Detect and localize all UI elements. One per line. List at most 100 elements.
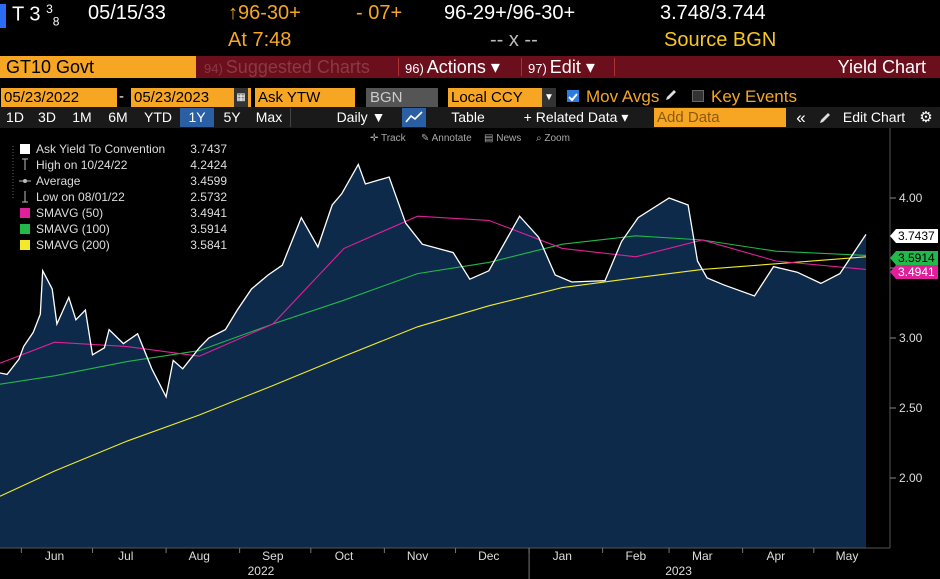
legend-label: SMAVG (200)	[36, 238, 110, 252]
yield-chart[interactable]: 4.003.503.002.502.00JunJulAugSepOctNovDe…	[0, 128, 940, 579]
source-input[interactable]: BGN	[366, 88, 438, 107]
axes: 4.003.503.002.502.00JunJulAugSepOctNovDe…	[0, 128, 923, 579]
x-tick-label: Mar	[692, 549, 713, 563]
pencil-icon[interactable]	[664, 88, 678, 107]
legend-label: Ask Yield To Convention	[36, 142, 165, 156]
volume-dashes: -- x --	[490, 29, 538, 51]
fbar-separator	[398, 58, 399, 76]
legend-swatch	[20, 144, 30, 154]
x-tick-label: Feb	[626, 549, 647, 563]
legend-swatch	[20, 224, 30, 234]
annotate-tool[interactable]: ✎ Annotate	[421, 133, 472, 144]
toolbar-separator	[290, 108, 291, 127]
track-tool[interactable]: ✛ Track	[370, 133, 407, 144]
edit-menu[interactable]: 97) Edit ▾	[528, 56, 595, 78]
legend-value: 2.5732	[190, 190, 227, 204]
pricing-source: Source BGN	[664, 29, 777, 51]
y-tick-label: 3.00	[899, 331, 923, 345]
news-tool[interactable]: ▤ News	[484, 133, 521, 144]
x-tick-label: Dec	[478, 549, 499, 563]
chart-legend: Ask Yield To Convention 3.7437 High on 10/…	[8, 140, 234, 254]
related-data-menu[interactable]: + Related Data ▾	[523, 109, 629, 125]
x-tick-label: Jul	[118, 549, 133, 563]
x-tick-label: Oct	[335, 549, 354, 563]
key-events-checkbox[interactable]	[692, 90, 704, 102]
legend-label: Low on 08/01/22	[36, 190, 125, 204]
range-button-max[interactable]: Max	[255, 109, 283, 125]
chevron-down-icon[interactable]: ▼	[542, 88, 556, 107]
add-data-input[interactable]: Add Data	[654, 108, 786, 127]
line-chart-icon[interactable]	[402, 108, 426, 127]
fbar-separator	[521, 58, 522, 76]
currency-select[interactable]: Local CCY	[448, 88, 556, 107]
last-value-tag	[890, 265, 938, 279]
legend-swatch	[20, 208, 30, 218]
frequency-select[interactable]: Daily ▼	[336, 109, 386, 125]
last-value-text: 3.7437	[898, 229, 935, 243]
series-lines	[0, 162, 867, 497]
legend-value: 3.5841	[190, 238, 227, 252]
yield-area	[0, 164, 866, 548]
x-tick-label: Apr	[766, 549, 785, 563]
range-button-5y[interactable]: 5Y	[223, 109, 241, 125]
y-tick-label: 2.00	[899, 471, 923, 485]
last-value-text: 3.4941	[898, 265, 935, 279]
legend-value: 3.7437	[190, 142, 227, 156]
security-name: T 3 38	[12, 2, 59, 29]
edit-chart-button[interactable]: Edit Chart	[842, 109, 906, 125]
series-line-ask-yield-to-convention	[0, 162, 867, 399]
suggested-label: Suggested Charts	[225, 57, 370, 77]
function-title: Yield Chart	[837, 57, 926, 77]
quote-time: At 7:48	[228, 29, 292, 51]
range-button-1y[interactable]: 1Y	[180, 108, 214, 127]
range-button-6m[interactable]: 6M	[108, 109, 128, 125]
actions-menu[interactable]: 96) Actions ▾	[405, 56, 500, 78]
x-tick-label: May	[836, 549, 859, 563]
x-tick-label: Jun	[45, 549, 64, 563]
security-ticker: T 3	[12, 3, 41, 26]
maturity-date: 05/15/33	[88, 2, 166, 24]
security-input[interactable]: GT10 Govt	[0, 56, 196, 78]
edit-num: 97)	[528, 61, 547, 76]
legend-value: 3.4941	[190, 206, 227, 220]
gear-icon[interactable]: ⚙	[919, 109, 933, 126]
check-icon	[568, 93, 578, 102]
suggested-num: 94)	[204, 61, 223, 76]
end-date-input[interactable]: 05/23/2023	[131, 88, 251, 107]
price-change: - 07+	[356, 2, 403, 24]
x-tick-label: Sep	[262, 549, 284, 563]
actions-label: Actions ▾	[426, 57, 500, 77]
legend-value: 4.2424	[190, 158, 227, 172]
mov-avgs-checkbox[interactable]	[567, 90, 579, 102]
zoom-tool[interactable]: ⌕ Zoom	[536, 133, 570, 144]
last-value-tag	[890, 229, 938, 243]
last-value-tag	[890, 251, 938, 265]
last-price: ↑96-30+	[228, 2, 301, 24]
start-date-input[interactable]: 05/23/2022	[1, 88, 117, 107]
function-bar	[0, 56, 940, 78]
legend-label: SMAVG (100)	[36, 222, 110, 236]
chart-tools: ✛ Track ✎ Annotate ▤ News ⌕ Zoom	[370, 133, 570, 144]
collapse-button[interactable]: «	[796, 108, 806, 127]
calendar-icon[interactable]: ▦	[234, 88, 248, 107]
table-button[interactable]: Table	[451, 109, 485, 125]
date-range-dash: -	[119, 88, 124, 105]
pencil-icon	[818, 108, 832, 127]
legend-label: SMAVG (50)	[36, 206, 103, 220]
range-button-1d[interactable]: 1D	[6, 109, 24, 125]
legend-box	[8, 140, 234, 254]
coupon-numerator: 3	[46, 2, 53, 16]
last-value-text: 3.5914	[898, 251, 935, 265]
average-dot	[23, 179, 27, 183]
yield-area-fill	[0, 164, 866, 548]
controls-row: 05/23/2022 - 05/23/2023 ▦ Ask YTW BGN Lo…	[0, 86, 940, 107]
field-select[interactable]: Ask YTW	[255, 88, 355, 107]
legend-value: 3.5914	[190, 222, 227, 236]
range-button-3d[interactable]: 3D	[38, 109, 56, 125]
series-line-smavg-50-	[0, 215, 867, 364]
security-accent-bar	[0, 4, 6, 28]
suggested-charts-button[interactable]: 94) Suggested Charts	[204, 56, 370, 78]
range-button-ytd[interactable]: YTD	[144, 109, 172, 125]
low-marker-icon	[22, 191, 28, 203]
range-button-1m[interactable]: 1M	[72, 109, 92, 125]
